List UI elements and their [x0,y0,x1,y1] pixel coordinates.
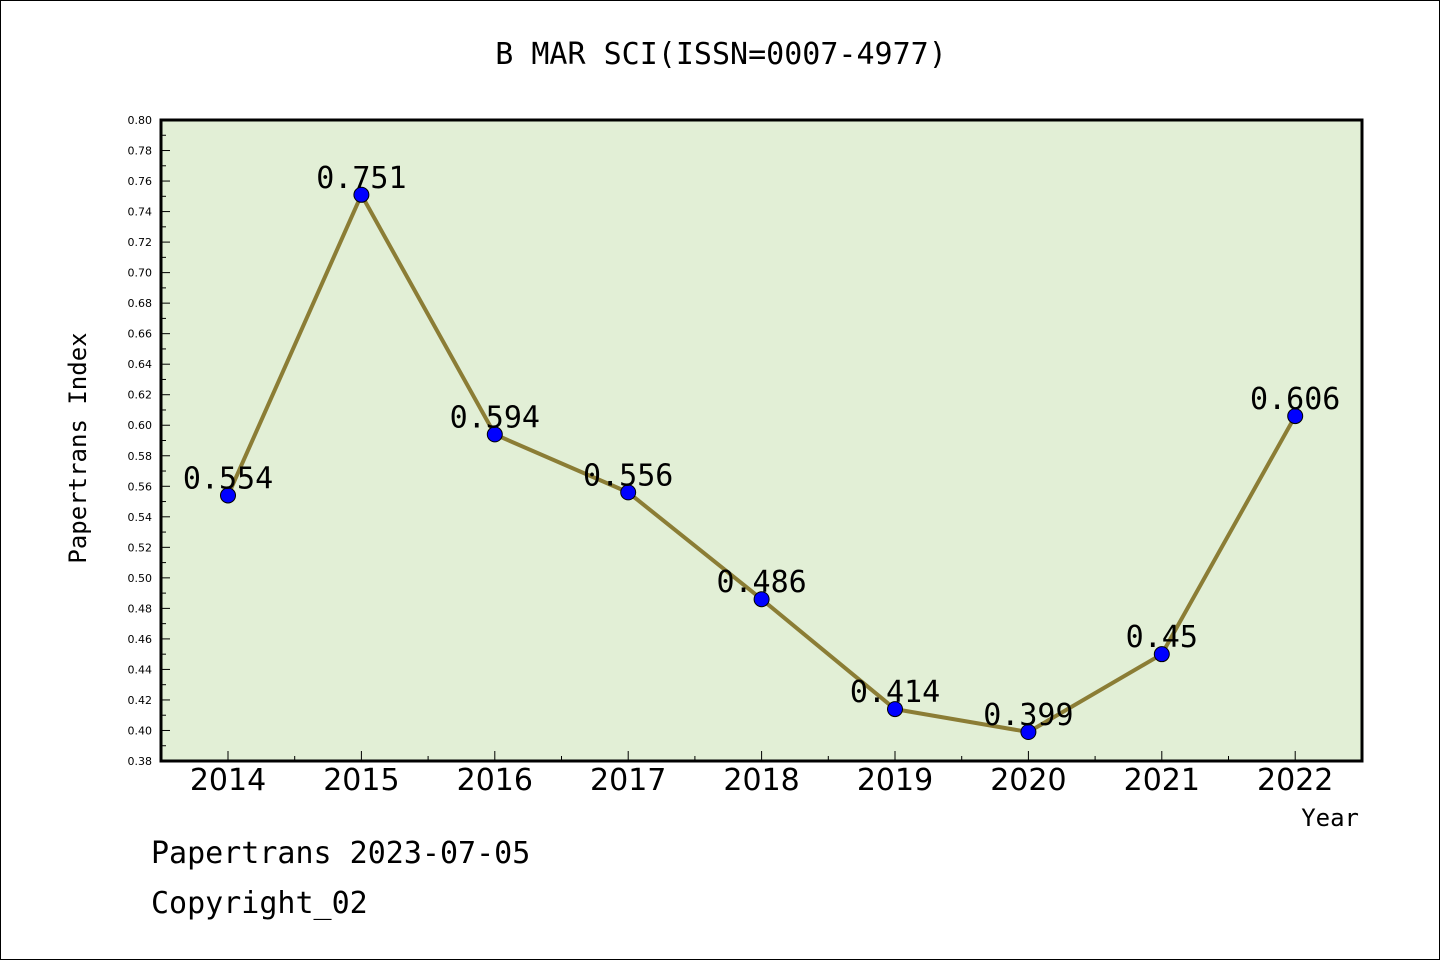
y-tick-label: 0.72 [128,236,153,249]
x-tick-label: 2014 [190,763,266,798]
y-tick-label: 0.54 [128,511,153,524]
data-point [486,426,503,443]
y-tick-label: 0.60 [128,419,153,432]
series-papertrans-index: 0.554 0.751 0.594 0.556 0.486 0.414 0.399 0.45 0… [183,161,1340,741]
y-tick-label: 0.66 [128,328,153,341]
data-point [353,186,370,203]
y-tick-label: 0.46 [128,633,153,646]
data-point [887,701,903,718]
y-tick-label: 0.78 [128,145,153,158]
y-tick-label: 0.42 [128,694,153,707]
x-tick-label: 2020 [990,763,1066,798]
data-label: 0.594 [450,400,540,435]
x-tick-label: 2015 [323,763,399,798]
y-tick-label: 0.58 [128,450,153,463]
footer-copyright-text: Copyright_02 [151,886,368,921]
y-tick-label: 0.68 [128,297,153,310]
data-label: 0.751 [316,161,406,196]
x-tick-label: 2022 [1257,763,1333,798]
y-tick-label: 0.52 [128,541,153,554]
y-tick-label: 0.74 [128,206,153,219]
y-tick-label: 0.44 [128,663,153,676]
footer-date-text: Papertrans 2023-07-05 [151,836,531,871]
y-tick-label: 0.62 [128,389,153,402]
y-tick-label: 0.56 [128,480,153,493]
chart-title: B MAR SCI(ISSN=0007-4977) [495,37,947,72]
y-tick-label: 0.80 [128,114,153,127]
data-point [1153,646,1170,663]
x-axis-title: Year [1301,804,1359,832]
data-point [1020,724,1037,741]
y-tick-label: 0.40 [128,724,153,737]
y-tick-label: 0.38 [128,755,153,768]
data-point [753,591,770,608]
data-label: 0.414 [850,675,940,710]
data-label: 0.606 [1250,382,1340,417]
x-tick-label: 2019 [857,763,933,798]
data-label: 0.486 [716,565,806,600]
x-tick-label: 2021 [1124,763,1200,798]
y-axis-title: Papertrans Index [64,332,92,563]
data-point [1287,408,1304,425]
data-label: 0.556 [583,458,673,493]
x-tick-label: 2016 [457,763,533,798]
y-tick-label: 0.70 [128,267,153,280]
data-label: 0.554 [183,461,273,496]
y-tick-label: 0.48 [128,602,153,615]
x-axis: 2014 2015 2016 2017 2018 2019 2020 2021 2022 [190,751,1333,798]
x-tick-label: 2018 [723,763,799,798]
y-tick-label: 0.50 [128,572,153,585]
x-tick-label: 2017 [590,763,666,798]
data-label: 0.45 [1126,620,1198,655]
y-tick-label: 0.76 [128,175,153,188]
data-point [620,484,637,501]
y-tick-label: 0.64 [128,358,153,371]
data-label: 0.399 [983,698,1073,733]
y-axis: 0.38 0.40 0.42 0.44 0.46 0.48 0.50 0.52 0.54 0.56… [128,114,170,768]
data-point [220,487,236,504]
plot-area [159,118,1364,763]
